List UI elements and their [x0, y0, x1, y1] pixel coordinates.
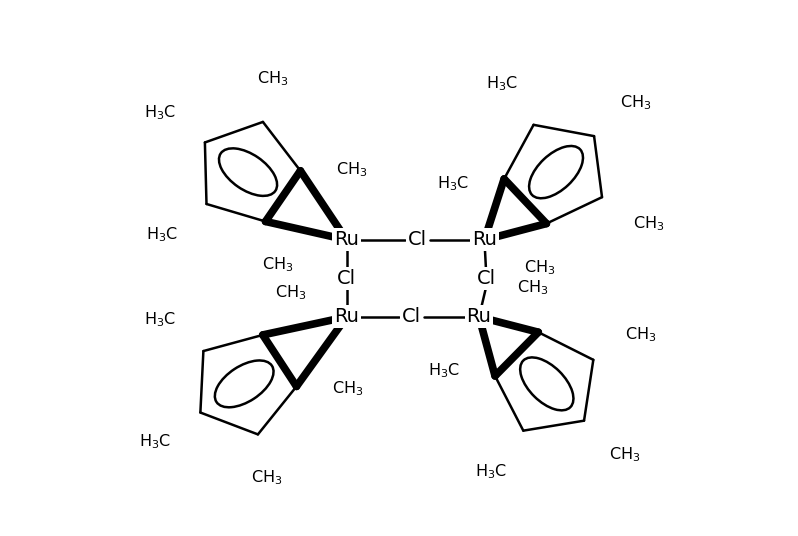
Text: $\mathregular{H_3C}$: $\mathregular{H_3C}$ — [144, 103, 176, 122]
Text: $\mathregular{CH_3}$: $\mathregular{CH_3}$ — [332, 379, 363, 398]
Text: $\mathregular{CH_3}$: $\mathregular{CH_3}$ — [625, 325, 656, 344]
Text: Ru: Ru — [334, 307, 359, 326]
Text: $\mathregular{CH_3}$: $\mathregular{CH_3}$ — [517, 279, 548, 297]
Text: $\mathregular{CH_3}$: $\mathregular{CH_3}$ — [262, 255, 293, 273]
Text: Cl: Cl — [476, 269, 496, 288]
Text: $\mathregular{H_3C}$: $\mathregular{H_3C}$ — [146, 226, 179, 244]
Text: $\mathregular{H_3C}$: $\mathregular{H_3C}$ — [437, 174, 469, 193]
Text: $\mathregular{CH_3}$: $\mathregular{CH_3}$ — [620, 93, 651, 112]
Text: $\mathregular{CH_3}$: $\mathregular{CH_3}$ — [251, 468, 283, 487]
Text: $\mathregular{CH_3}$: $\mathregular{CH_3}$ — [609, 445, 641, 464]
Text: $\mathregular{CH_3}$: $\mathregular{CH_3}$ — [524, 258, 555, 277]
Text: $\mathregular{CH_3}$: $\mathregular{CH_3}$ — [257, 69, 289, 88]
Text: $\mathregular{H_3C}$: $\mathregular{H_3C}$ — [139, 432, 171, 451]
Text: Ru: Ru — [472, 230, 497, 249]
Text: Ru: Ru — [467, 307, 492, 326]
Text: $\mathregular{CH_3}$: $\mathregular{CH_3}$ — [336, 160, 367, 179]
Text: Cl: Cl — [337, 269, 356, 288]
Text: $\mathregular{CH_3}$: $\mathregular{CH_3}$ — [275, 283, 307, 302]
Text: Ru: Ru — [334, 230, 359, 249]
Text: $\mathregular{H_3C}$: $\mathregular{H_3C}$ — [428, 361, 460, 380]
Text: $\mathregular{H_3C}$: $\mathregular{H_3C}$ — [476, 463, 508, 481]
Text: $\mathregular{H_3C}$: $\mathregular{H_3C}$ — [144, 310, 176, 329]
Text: Cl: Cl — [401, 307, 421, 326]
Text: $\mathregular{H_3C}$: $\mathregular{H_3C}$ — [486, 74, 519, 93]
Text: $\mathregular{CH_3}$: $\mathregular{CH_3}$ — [633, 214, 665, 233]
Text: Cl: Cl — [408, 230, 427, 249]
